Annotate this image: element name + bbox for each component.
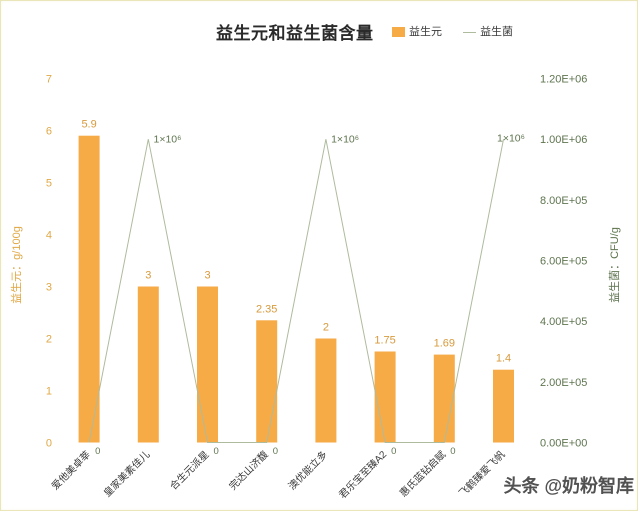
svg-text:4: 4 [46, 230, 52, 242]
svg-text:2: 2 [323, 322, 329, 334]
svg-text:1.4: 1.4 [496, 353, 511, 365]
svg-text:3: 3 [46, 282, 52, 294]
svg-text:5.9: 5.9 [81, 119, 96, 131]
svg-text:0: 0 [273, 446, 278, 457]
svg-text:8.00E+05: 8.00E+05 [540, 195, 587, 207]
svg-text:惠氏蓝钻启赋: 惠氏蓝钻启赋 [397, 448, 449, 500]
svg-text:飞鹤臻爱飞帆: 飞鹤臻爱飞帆 [456, 448, 508, 500]
svg-text:0: 0 [391, 446, 396, 457]
svg-text:1×10⁶: 1×10⁶ [497, 133, 525, 145]
svg-text:4.00E+05: 4.00E+05 [540, 316, 587, 328]
svg-text:1.75: 1.75 [374, 335, 395, 347]
svg-text:1.69: 1.69 [434, 338, 455, 350]
svg-text:君乐宝至臻A2: 君乐宝至臻A2 [336, 448, 390, 502]
svg-text:2.35: 2.35 [256, 303, 277, 315]
svg-text:0: 0 [46, 438, 52, 450]
svg-text:1×10⁶: 1×10⁶ [154, 134, 182, 146]
svg-text:5: 5 [46, 178, 52, 190]
svg-text:0: 0 [450, 446, 455, 457]
svg-text:完达山济馥: 完达山济馥 [226, 448, 271, 493]
svg-text:6: 6 [46, 126, 52, 138]
svg-text:皇家美素佳儿: 皇家美素佳儿 [101, 448, 153, 500]
svg-text:6.00E+05: 6.00E+05 [540, 256, 587, 268]
svg-text:爱他美卓莘: 爱他美卓莘 [49, 448, 94, 493]
svg-text:1.20E+06: 1.20E+06 [540, 74, 587, 86]
svg-text:2.00E+05: 2.00E+05 [540, 377, 587, 389]
svg-text:1: 1 [46, 386, 52, 398]
svg-text:0: 0 [95, 446, 100, 457]
svg-text:合生元派星: 合生元派星 [167, 448, 212, 493]
svg-text:0: 0 [214, 446, 219, 457]
svg-text:澳优能立多: 澳优能立多 [285, 448, 330, 493]
svg-text:2: 2 [46, 334, 52, 346]
svg-text:3: 3 [145, 270, 151, 282]
svg-text:0.00E+00: 0.00E+00 [540, 438, 587, 450]
svg-text:益生元：g/100g: 益生元：g/100g [9, 226, 23, 304]
svg-text:益生菌：CFU/g: 益生菌：CFU/g [607, 227, 621, 303]
svg-text:3: 3 [204, 270, 210, 282]
svg-text:1.00E+06: 1.00E+06 [540, 134, 587, 146]
svg-text:7: 7 [46, 74, 52, 86]
svg-text:1×10⁶: 1×10⁶ [331, 134, 359, 146]
